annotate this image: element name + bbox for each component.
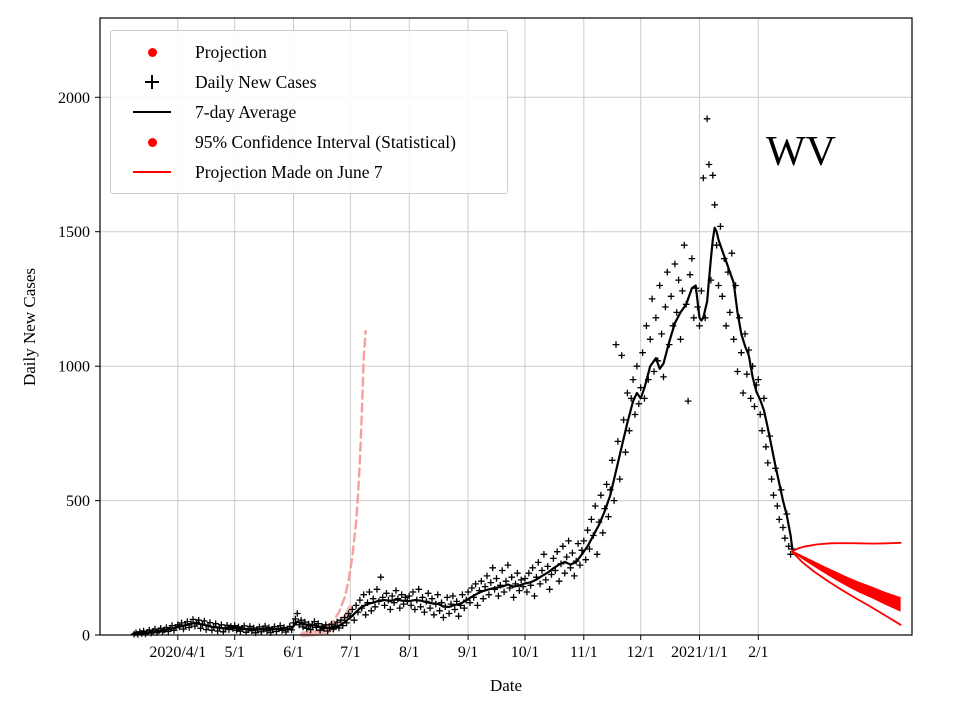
y-tick-label: 2000 <box>58 90 90 107</box>
x-tick-label: 2/1 <box>748 644 768 661</box>
legend-item: Projection Made on June 7 <box>111 157 507 187</box>
x-tick-label: 5/1 <box>224 644 244 661</box>
june7-projection-dashed-line <box>301 330 367 636</box>
x-tick-label: 6/1 <box>283 644 303 661</box>
seven-day-average-line <box>133 226 794 636</box>
legend-item-label: 95% Confidence Interval (Statistical) <box>195 131 456 152</box>
legend-item-label: Daily New Cases <box>195 71 317 92</box>
red-dot-icon <box>123 137 181 147</box>
legend-item: Daily New Cases <box>111 67 507 97</box>
x-tick-label: 9/1 <box>458 644 478 661</box>
x-tick-label: 10/1 <box>511 644 539 661</box>
y-tick-label: 1500 <box>58 224 90 241</box>
red-line-icon <box>123 170 181 174</box>
x-tick-label: 11/1 <box>570 644 598 661</box>
legend-item: Projection <box>111 37 507 67</box>
y-tick-label: 1000 <box>58 359 90 376</box>
y-tick-label: 500 <box>66 493 90 510</box>
red-dot-icon <box>123 47 181 57</box>
projection-lower-ci-line <box>791 551 902 626</box>
plot-frame <box>99 17 913 636</box>
legend-item: 95% Confidence Interval (Statistical) <box>111 127 507 157</box>
legend: Projection Daily New Cases 7-day Average 95… <box>110 30 508 194</box>
x-axis-title: Date <box>489 676 523 695</box>
y-axis-title: Daily New Cases <box>20 267 39 387</box>
y-tick-label: 0 <box>82 628 90 645</box>
x-tick-label: 2021/1/1 <box>671 644 728 661</box>
legend-item-label: Projection <box>195 41 267 62</box>
legend-item: 7-day Average <box>111 97 507 127</box>
x-tick-label: 2020/4/1 <box>149 644 206 661</box>
plus-marker-icon <box>123 75 181 89</box>
legend-item-label: Projection Made on June 7 <box>195 161 383 182</box>
x-tick-label: 8/1 <box>399 644 419 661</box>
projection-upper-ci-line <box>791 541 902 552</box>
legend-item-label: 7-day Average <box>195 101 297 122</box>
state-annotation: WV <box>766 129 836 175</box>
x-tick-label: 12/1 <box>626 644 654 661</box>
black-line-icon <box>123 110 181 114</box>
x-tick-label: 7/1 <box>340 644 360 661</box>
projection-median-band <box>792 550 901 612</box>
